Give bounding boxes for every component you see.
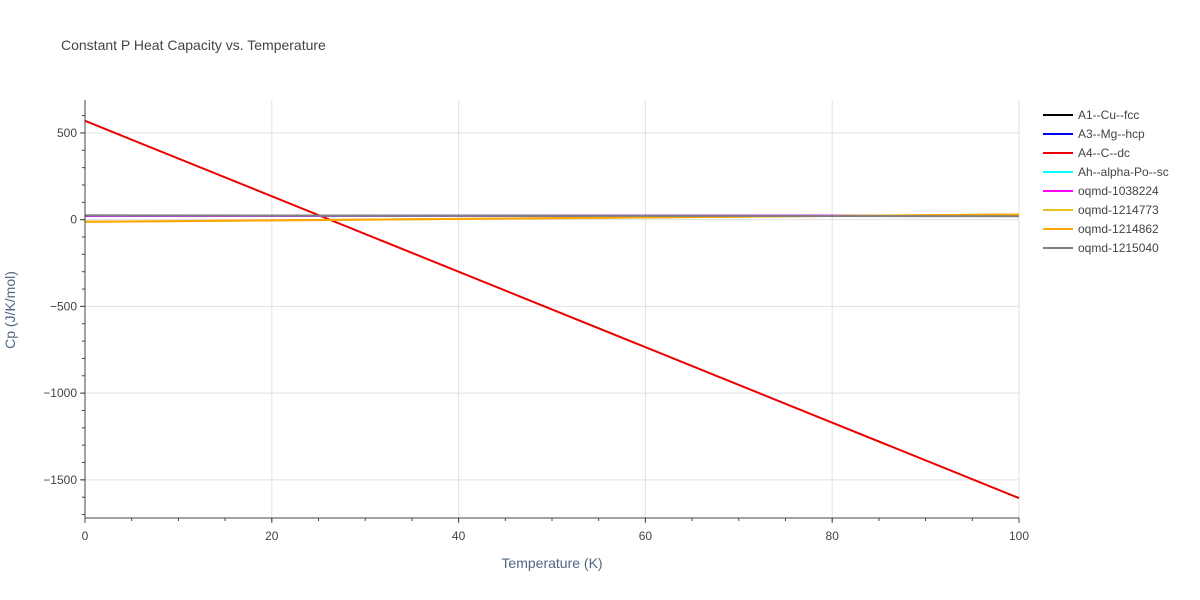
legend-label: A1--Cu--fcc xyxy=(1078,108,1139,122)
x-axis-title: Temperature (K) xyxy=(501,555,602,571)
legend-label: oqmd-1038224 xyxy=(1078,184,1159,198)
x-tick-label: 40 xyxy=(452,529,466,543)
x-tick-label: 80 xyxy=(826,529,840,543)
chart-title: Constant P Heat Capacity vs. Temperature xyxy=(61,37,326,53)
legend-label: A4--C--dc xyxy=(1078,146,1130,160)
y-tick-label: 0 xyxy=(70,213,77,227)
legend-label: A3--Mg--hcp xyxy=(1078,127,1145,141)
y-ticks: 500 0 −500 −1000 −1500 xyxy=(43,126,85,487)
legend-label: oqmd-1215040 xyxy=(1078,241,1159,255)
y-tick-label: −500 xyxy=(50,299,77,313)
y-tick-label: 500 xyxy=(57,126,77,140)
legend-label: oqmd-1214862 xyxy=(1078,222,1159,236)
legend-label: oqmd-1214773 xyxy=(1078,203,1159,217)
x-gridlines xyxy=(271,100,1020,518)
series-line-oqmd-1215040 xyxy=(84,214,1020,218)
x-ticks: 0 20 40 60 80 100 xyxy=(82,518,1029,543)
y-axis-title: Cp (J/K/mol) xyxy=(2,271,18,349)
y-tick-label: −1000 xyxy=(43,386,77,400)
plot-series xyxy=(84,119,1020,500)
series-line-a4-c-dc xyxy=(84,119,1020,500)
y-tick-label: −1500 xyxy=(43,473,77,487)
x-tick-label: 60 xyxy=(639,529,653,543)
legend: A1--Cu--fcc A3--Mg--hcp A4--C--dc Ah--alpha… xyxy=(1043,108,1169,255)
x-tick-label: 100 xyxy=(1009,529,1029,543)
y-gridlines xyxy=(85,132,1019,481)
x-tick-label: 20 xyxy=(265,529,279,543)
legend-label: Ah--alpha-Po--sc xyxy=(1078,165,1169,179)
x-tick-label: 0 xyxy=(82,529,89,543)
